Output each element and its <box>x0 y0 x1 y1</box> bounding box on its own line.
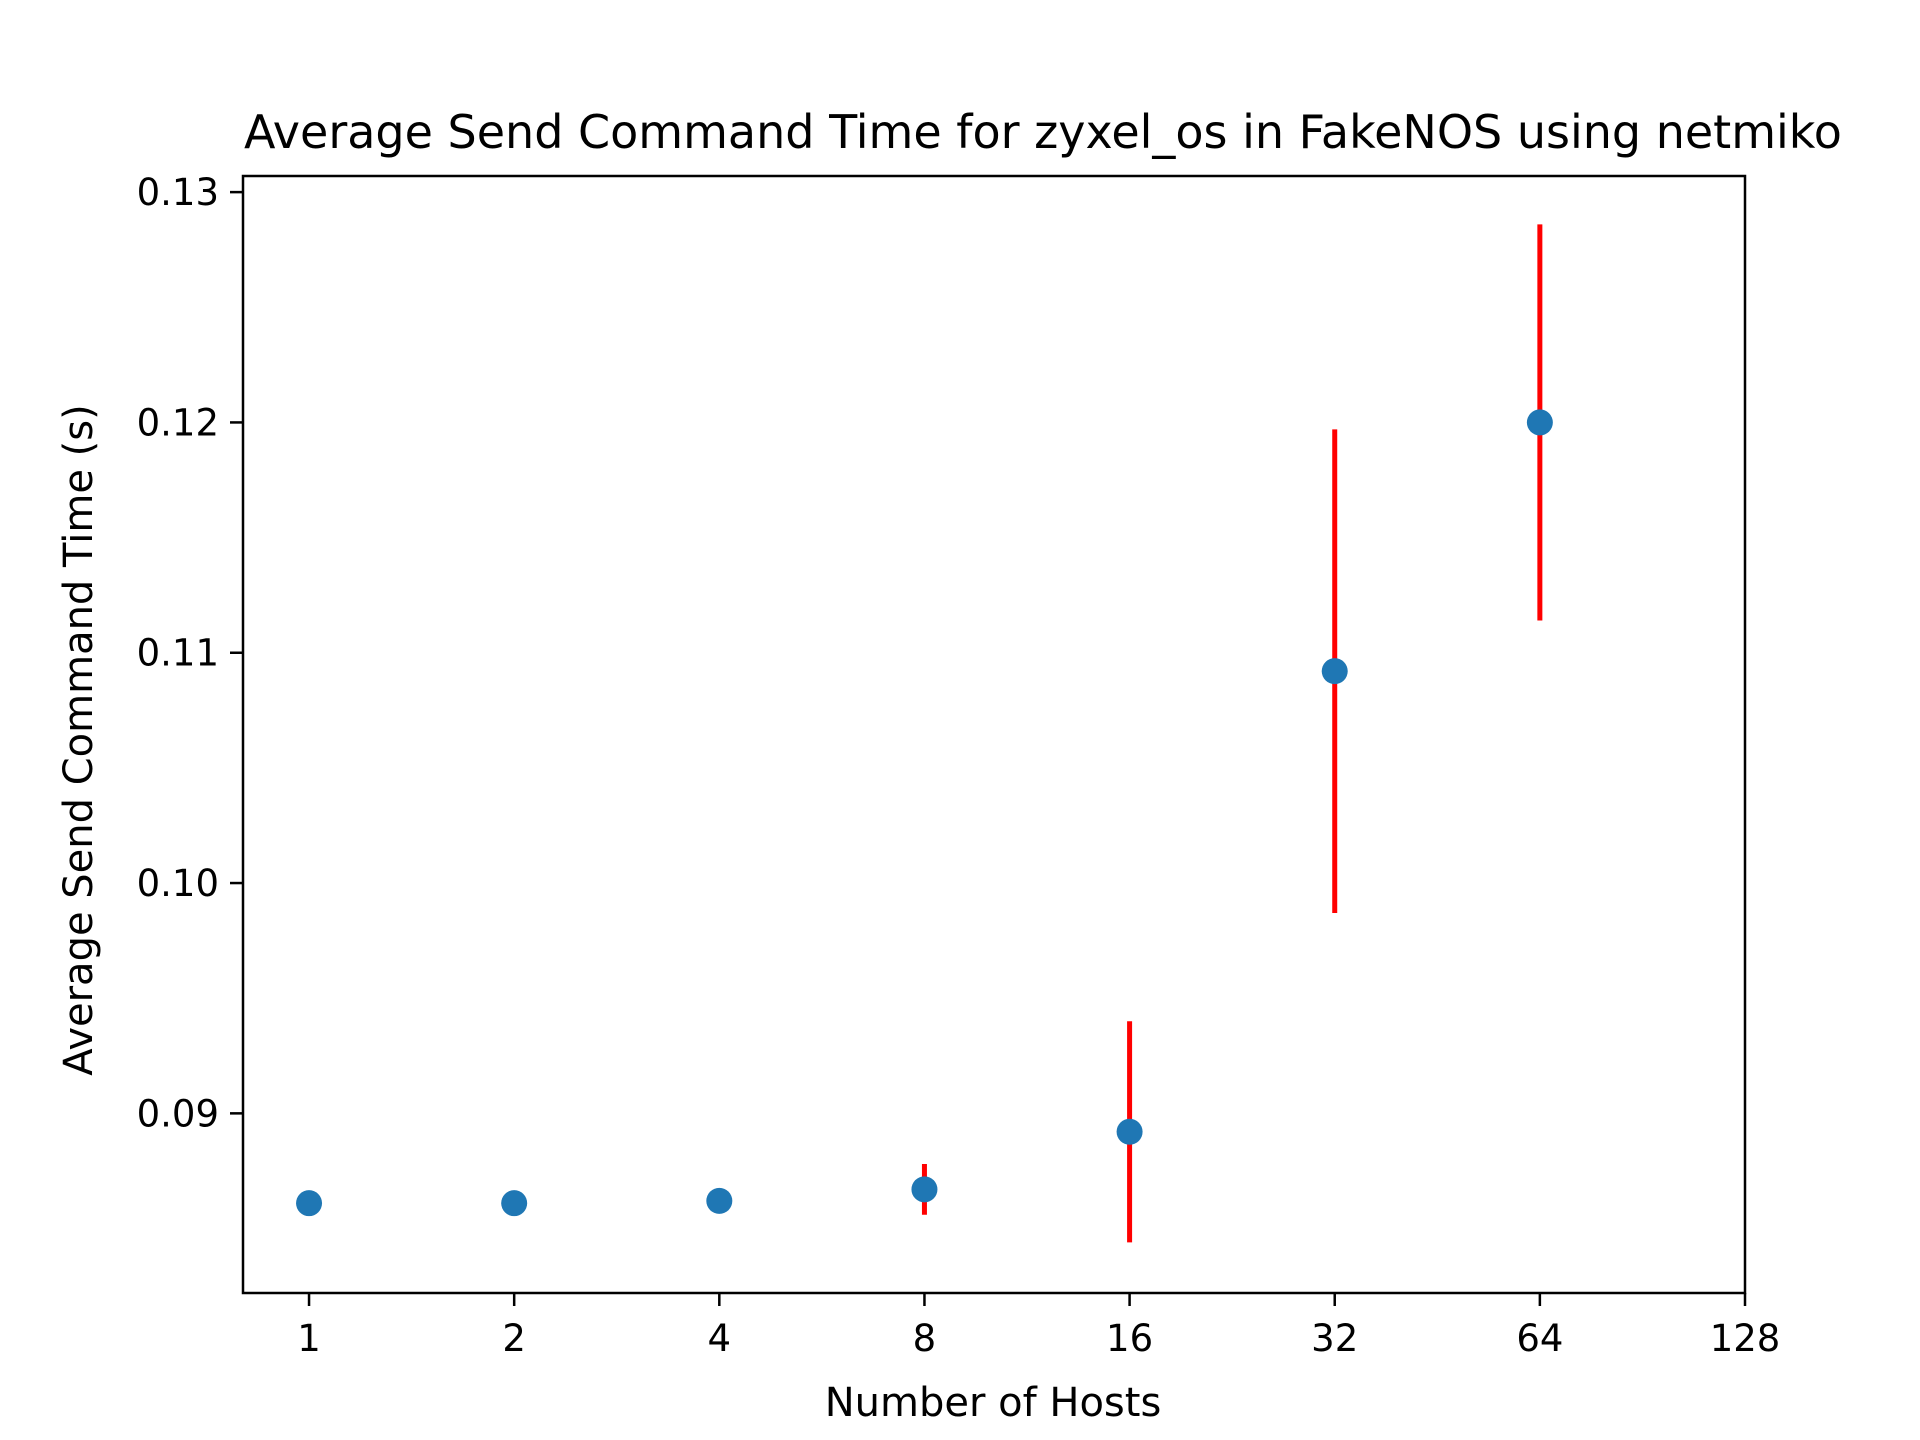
data-point <box>1116 1118 1143 1145</box>
y-axis-label: Average Send Command Time (s) <box>56 404 102 1075</box>
x-tick-label: 32 <box>1311 1317 1358 1360</box>
data-point <box>296 1190 323 1217</box>
x-tick-label: 1 <box>297 1317 321 1360</box>
plot-frame <box>241 174 1747 1295</box>
y-axis-ticks: 0.09 0.10 0.11 0.12 0.13 <box>137 171 243 1135</box>
chart-title: Average Send Command Time for zyxel_os i… <box>244 105 1842 159</box>
x-axis-ticks: 1 2 4 8 16 32 64 128 <box>297 1293 1780 1360</box>
data-point <box>706 1187 733 1214</box>
data-point <box>911 1176 938 1203</box>
x-tick-label: 8 <box>913 1317 937 1360</box>
data-point <box>1321 658 1348 685</box>
y-tick-label: 0.11 <box>137 632 219 675</box>
x-tick-label: 2 <box>502 1317 526 1360</box>
data-point <box>501 1190 528 1217</box>
y-tick-label: 0.09 <box>137 1092 219 1135</box>
y-tick-label: 0.10 <box>137 862 219 905</box>
x-tick-label: 4 <box>708 1317 732 1360</box>
y-tick-label: 0.12 <box>137 401 219 444</box>
data-point <box>1526 409 1553 436</box>
data-points <box>296 409 1553 1217</box>
x-tick-label: 128 <box>1710 1317 1781 1360</box>
x-tick-label: 16 <box>1106 1317 1153 1360</box>
y-tick-label: 0.13 <box>137 171 219 214</box>
x-axis-label: Number of Hosts <box>825 1380 1162 1426</box>
x-tick-label: 64 <box>1516 1317 1563 1360</box>
